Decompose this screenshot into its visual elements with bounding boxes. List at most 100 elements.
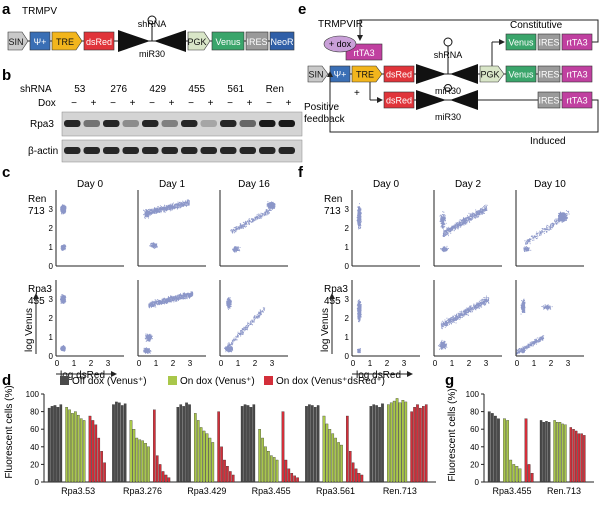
bar (487, 411, 491, 483)
bar (322, 415, 326, 483)
flow-day-label: Day 16 (238, 179, 270, 190)
bar (275, 459, 279, 483)
bar (267, 451, 270, 483)
panel-b-lane-headers: 53− +276− +429− +455− +561− +Ren− + (71, 84, 292, 109)
b-dox-plus: + (169, 98, 175, 109)
e-box-ires (537, 33, 561, 51)
flow-x-tick: 0 (219, 359, 224, 368)
bar (82, 420, 86, 483)
bar (311, 405, 314, 483)
e-induced-label: Induced (530, 136, 566, 147)
bar (287, 468, 291, 483)
bar (281, 411, 285, 483)
bar (558, 422, 562, 483)
bar (179, 404, 183, 483)
bar-y-tick-label: 80 (470, 408, 479, 417)
bar (115, 401, 118, 483)
panel-g: g Fluorescent cells (%) 0 20 40 60 80 100 Rpa3… (445, 372, 594, 496)
bar-category-label: Rpa3.455 (492, 486, 531, 496)
a-mir30-right (154, 30, 186, 52)
bar (226, 466, 229, 483)
bar (509, 459, 513, 483)
bar (284, 459, 288, 483)
b-dox-plus: + (286, 98, 292, 109)
e-box-label: Venus (508, 70, 534, 80)
bar (272, 457, 276, 483)
bar (208, 437, 212, 483)
a-element-label: TRE (56, 37, 74, 47)
panel-b-dox-row-label: Dox (38, 98, 56, 109)
panel-a: a TRMPV SIN Ψ+ TRE dsRed PGK Venus IRES NeoR sh… (2, 1, 295, 59)
flow-x-tick: 0 (515, 359, 520, 368)
bar (118, 402, 121, 483)
bar (372, 404, 376, 483)
b-shrna-429: 429 (149, 84, 166, 95)
e-ind-mir-label: miR30 (435, 112, 461, 122)
flow-xlabel: log dsRed (356, 370, 401, 381)
flow-y-tick: 1 (345, 243, 350, 252)
flow-dots (516, 298, 553, 355)
flow-x-tick: 3 (188, 359, 193, 368)
b-actin-band (278, 147, 295, 154)
panel-a-mir-label: miR30 (139, 49, 165, 59)
bar (331, 433, 335, 483)
bar (515, 466, 519, 483)
e-rtta-bound-label: rtTA3 (353, 48, 374, 58)
flow-xlabel: log dsRed (60, 370, 105, 381)
bar (185, 402, 188, 483)
bar (91, 420, 95, 483)
bar (547, 422, 551, 483)
flow-row-label-line2: 713 (324, 206, 341, 217)
flow-x-tick: 3 (402, 359, 407, 368)
e-positive-label: Positive (304, 102, 339, 113)
bar (316, 405, 320, 483)
e-shrna-label: shRNA (434, 50, 463, 60)
flow-y-tick: 2 (49, 314, 54, 323)
flow-dots (143, 199, 190, 249)
flow-x-tick: 1 (450, 359, 455, 368)
panel-b: b shRNA Dox 53− +276− +429− +455− +561− +Ren−… (2, 67, 303, 163)
bar (313, 407, 317, 483)
b-actin-band (161, 147, 178, 154)
b-rpa3-band (278, 120, 295, 127)
e-ind-mir-right (450, 90, 478, 110)
bar (135, 437, 139, 483)
bar (68, 409, 71, 483)
bar-y-tick-label: 40 (470, 443, 479, 452)
b-dox-plus: + (91, 98, 97, 109)
flow-day-label: Day 0 (373, 179, 400, 190)
panel-b-actin-label: β-actin (28, 146, 58, 157)
e-mir-left (416, 64, 446, 84)
flow-dots (523, 210, 570, 252)
bar (378, 407, 381, 483)
bar (325, 423, 329, 483)
bar-y-tick-label: 0 (475, 478, 480, 487)
flow-row-label-line2: 455 (28, 296, 45, 307)
bar (246, 405, 250, 483)
bar (290, 473, 294, 483)
flow-dots (438, 295, 490, 350)
bar (220, 446, 223, 483)
bar (129, 420, 133, 483)
a-element-label: IRES (246, 37, 267, 47)
bar (545, 421, 548, 483)
b-rpa3-band (103, 120, 120, 127)
e-box-label: IRES (538, 96, 559, 106)
bar (357, 473, 361, 483)
bar (539, 420, 543, 483)
bar (553, 420, 556, 483)
bar-category-label: Rpa3.53 (61, 486, 95, 496)
bar (369, 406, 373, 483)
b-actin-band (64, 147, 81, 154)
flow-x-tick: 1 (154, 359, 159, 368)
b-dox-plus: + (130, 98, 136, 109)
a-element-label: Ψ+ (34, 37, 47, 47)
panel-a-shrna-label: shRNA (138, 19, 167, 29)
flow-y-tick: 3 (49, 295, 54, 304)
e-box-label: Ψ+ (334, 70, 347, 80)
panel-d-letter: d (2, 372, 11, 389)
bar (252, 404, 256, 483)
b-actin-band (259, 147, 276, 154)
